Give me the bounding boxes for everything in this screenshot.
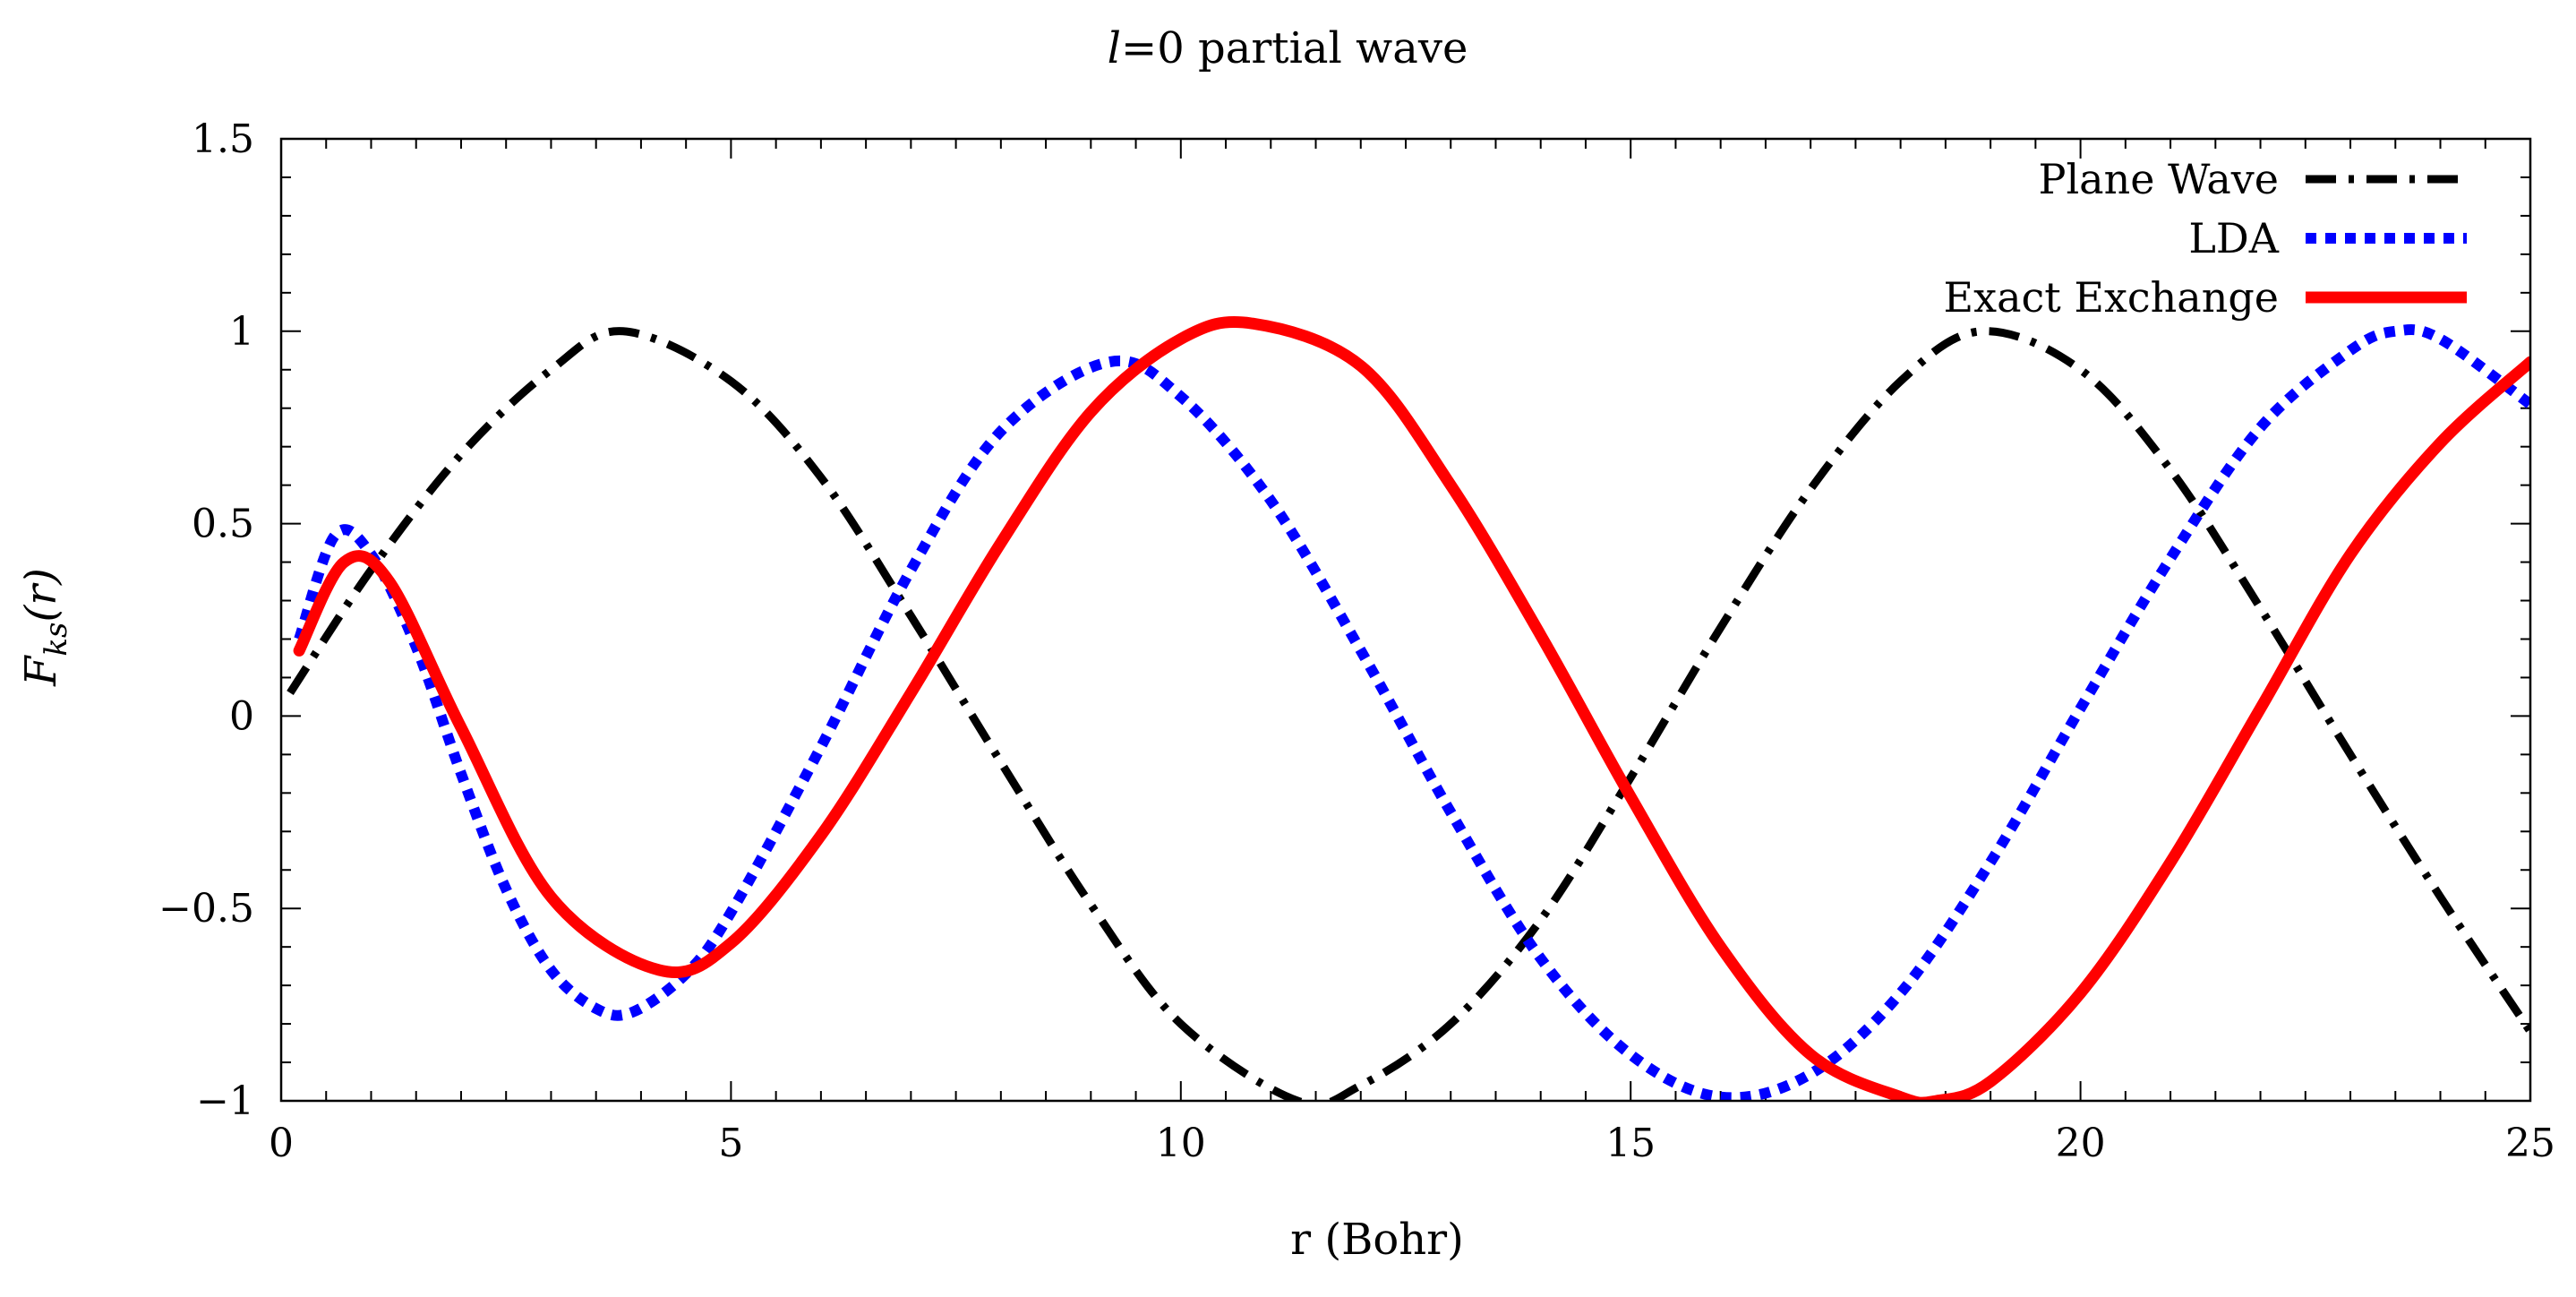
x-axis-title: r (Bohr) — [1290, 1215, 1464, 1265]
y-tick-label: −0.5 — [158, 886, 254, 932]
series-line-exact-exchange — [293, 315, 2530, 1101]
chart-title-variable: l — [1108, 23, 1121, 73]
legend: Plane Wave LDA Exact Exchange — [1944, 155, 2467, 322]
x-tick-label: 25 — [2505, 1121, 2555, 1166]
y-axis-title-rest: (r) — [16, 568, 66, 622]
x-tick-label: 15 — [1605, 1121, 1656, 1166]
y-axis-title: Fks(r) — [16, 568, 74, 687]
series-layer — [287, 315, 2530, 1101]
chart-title: l=0 partial wave — [1108, 23, 1468, 73]
y-tick-label: 0 — [229, 693, 254, 739]
y-axis-title-subscript: ks — [39, 623, 74, 657]
chart-title-rest: =0 partial wave — [1121, 23, 1468, 73]
x-tick-label: 20 — [2056, 1121, 2106, 1166]
tick-labels-layer: 0 5 10 15 20 25 −1 −0.5 0 0.5 1 1.5 — [158, 116, 2555, 1166]
x-tick-label: 5 — [718, 1121, 743, 1166]
legend-label-lda: LDA — [2188, 214, 2279, 262]
series-line-plane-wave — [287, 327, 2530, 1101]
legend-label-exact-exchange: Exact Exchange — [1944, 273, 2279, 322]
legend-label-plane-wave: Plane Wave — [2039, 155, 2279, 203]
y-tick-label: 1.5 — [192, 116, 254, 162]
x-tick-label: 10 — [1156, 1121, 1206, 1166]
series-line-lda — [294, 324, 2530, 1101]
y-tick-label: 0.5 — [192, 502, 254, 547]
x-tick-label: 0 — [269, 1121, 294, 1166]
y-axis-title-main: F — [16, 655, 66, 687]
y-tick-label: 1 — [229, 309, 254, 355]
plot-frame — [279, 137, 2532, 1103]
y-tick-label: −1 — [196, 1078, 254, 1124]
